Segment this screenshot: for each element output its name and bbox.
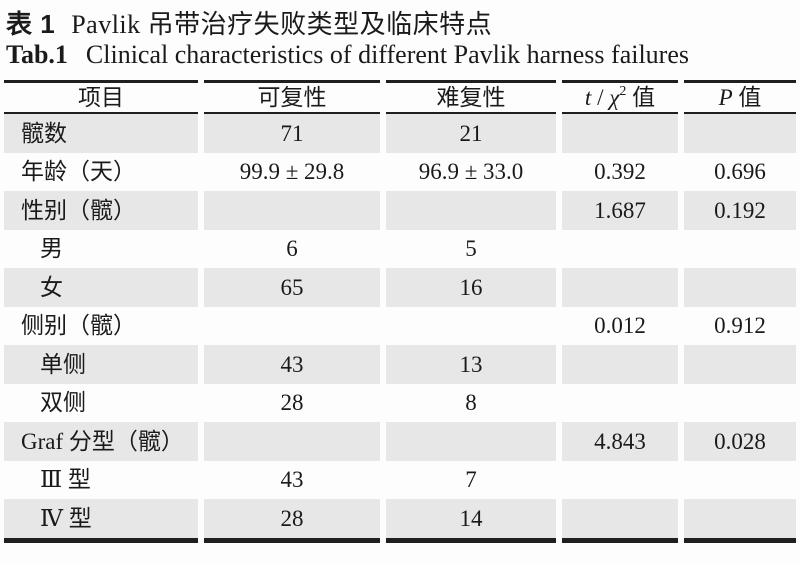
cell-pvalue: [684, 499, 796, 538]
cell-pvalue: [684, 383, 796, 422]
cell-pvalue: [684, 268, 796, 307]
cell-irreducible: 7: [386, 460, 556, 499]
stat-suffix: 值: [626, 85, 656, 110]
cell-reducible: 71: [204, 114, 380, 153]
cell-reducible: 28: [204, 383, 380, 422]
table-row-type-4: Ⅳ 型 28 14: [4, 499, 796, 538]
p-symbol: P: [718, 85, 733, 110]
stat-chi-symbol: χ: [609, 85, 620, 110]
cell-irreducible: [386, 191, 556, 230]
rule-segment: [204, 537, 380, 543]
rule-segment: [684, 537, 796, 543]
table-row-female: 女 65 16: [4, 268, 796, 307]
cell-irreducible: 14: [386, 499, 556, 538]
cell-irreducible: [386, 422, 556, 461]
header-cell-irreducible: 难复性: [386, 80, 556, 114]
cell-item: 性别（髋）: [4, 191, 198, 230]
table-title-cn-text: Pavlik 吊带治疗失败类型及临床特点: [71, 10, 493, 39]
cell-reducible: [204, 191, 380, 230]
cell-statistic: [562, 345, 678, 384]
cell-pvalue: [684, 460, 796, 499]
cell-statistic: 0.392: [562, 152, 678, 191]
table-row-male: 男 6 5: [4, 229, 796, 268]
cell-statistic: [562, 383, 678, 422]
stat-t-symbol: t: [584, 85, 592, 110]
header-cell-item: 项目: [4, 80, 198, 114]
table-row-unilateral: 单侧 43 13: [4, 345, 796, 384]
rule-segment: [4, 537, 198, 543]
cell-irreducible: 5: [386, 229, 556, 268]
cell-statistic: 1.687: [562, 191, 678, 230]
cell-reducible: [204, 306, 380, 345]
cell-irreducible: 13: [386, 345, 556, 384]
cell-reducible: 43: [204, 460, 380, 499]
header-cell-reducible: 可复性: [204, 80, 380, 114]
table-row-type-3: Ⅲ 型 43 7: [4, 460, 796, 499]
cell-irreducible: 96.9 ± 33.0: [386, 152, 556, 191]
cell-statistic: [562, 460, 678, 499]
rule-segment: [386, 537, 556, 543]
cell-item: 髋数: [4, 114, 198, 153]
cell-statistic: [562, 268, 678, 307]
cell-reducible: 43: [204, 345, 380, 384]
cell-statistic: 4.843: [562, 422, 678, 461]
table-body: 髋数 71 21 年龄（天） 99.9 ± 29.8 96.9 ± 33.0 0…: [4, 114, 796, 538]
cell-irreducible: [386, 306, 556, 345]
cell-item: 双侧: [4, 383, 198, 422]
table-number-cn: 表 1: [6, 9, 56, 39]
cell-pvalue: 0.912: [684, 306, 796, 345]
cell-statistic: [562, 229, 678, 268]
table-row-age: 年龄（天） 99.9 ± 29.8 96.9 ± 33.0 0.392 0.69…: [4, 152, 796, 191]
cell-item: 单侧: [4, 345, 198, 384]
cell-statistic: [562, 499, 678, 538]
cell-pvalue: 0.028: [684, 422, 796, 461]
table-bottom-rule: [4, 537, 796, 543]
stat-chi-superscript: 2: [619, 83, 627, 99]
rule-segment: [562, 537, 678, 543]
table-row-side: 侧别（髋） 0.012 0.912: [4, 306, 796, 345]
cell-item: Ⅲ 型: [4, 460, 198, 499]
table-row-sex: 性别（髋） 1.687 0.192: [4, 191, 796, 230]
cell-pvalue: [684, 229, 796, 268]
table-title-en-text: Clinical characteristics of different Pa…: [85, 40, 689, 69]
header-cell-pvalue: P 值: [684, 80, 796, 114]
cell-item: Ⅳ 型: [4, 499, 198, 538]
table-number-en: Tab.1: [6, 40, 68, 69]
cell-pvalue: [684, 345, 796, 384]
cell-irreducible: 8: [386, 383, 556, 422]
table-title-en: Tab.1 Clinical characteristics of differe…: [6, 40, 689, 70]
cell-statistic: [562, 114, 678, 153]
cell-pvalue: 0.696: [684, 152, 796, 191]
p-suffix: 值: [732, 85, 762, 110]
table-row-graf-type: Graf 分型（髋） 4.843 0.028: [4, 422, 796, 461]
cell-statistic: 0.012: [562, 306, 678, 345]
cell-reducible: 6: [204, 229, 380, 268]
cell-item: 女: [4, 268, 198, 307]
cell-reducible: 65: [204, 268, 380, 307]
cell-item: Graf 分型（髋）: [4, 422, 198, 461]
table-row-hip-count: 髋数 71 21: [4, 114, 796, 153]
cell-reducible: 99.9 ± 29.8: [204, 152, 380, 191]
cell-irreducible: 21: [386, 114, 556, 153]
stat-slash: /: [591, 85, 610, 110]
cell-item: 男: [4, 229, 198, 268]
cell-pvalue: [684, 114, 796, 153]
cell-item: 侧别（髋）: [4, 306, 198, 345]
cell-irreducible: 16: [386, 268, 556, 307]
cell-pvalue: 0.192: [684, 191, 796, 230]
cell-reducible: 28: [204, 499, 380, 538]
table-title-cn: 表 1 Pavlik 吊带治疗失败类型及临床特点: [6, 4, 492, 41]
cell-reducible: [204, 422, 380, 461]
cell-item: 年龄（天）: [4, 152, 198, 191]
table-row-bilateral: 双侧 28 8: [4, 383, 796, 422]
